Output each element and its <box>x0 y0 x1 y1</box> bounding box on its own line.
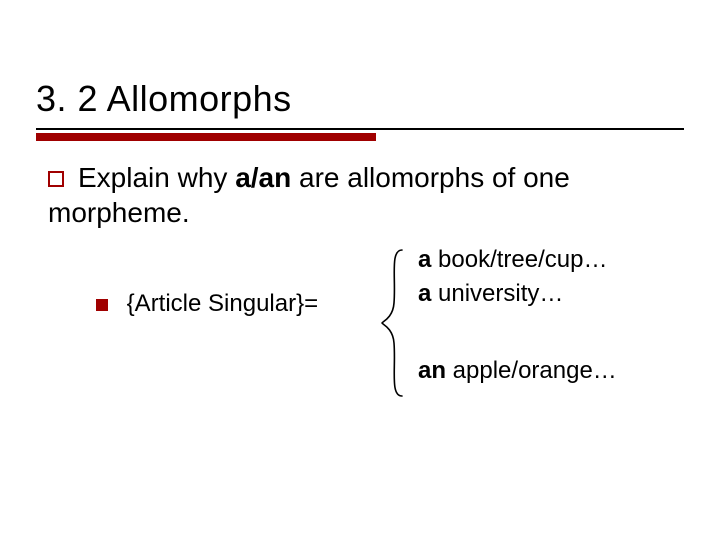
slide: 3. 2 Allomorphs Explain why a/an are all… <box>0 0 720 540</box>
example-row: a university… <box>418 278 617 310</box>
example-bold: a <box>418 246 431 273</box>
examples-block: a book/tree/cup… a university… an apple/… <box>418 244 617 387</box>
level1-bold: a/an <box>235 162 291 193</box>
example-bold: a <box>418 280 431 307</box>
example-rest: apple/orange… <box>446 357 617 384</box>
filled-square-icon <box>96 299 108 311</box>
example-row: an apple/orange… <box>418 355 617 387</box>
bullet-level2: {Article Singular}= <box>96 290 318 318</box>
slide-title-wrap: 3. 2 Allomorphs <box>36 78 292 120</box>
title-accent-bar <box>36 133 376 141</box>
slide-title: 3. 2 Allomorphs <box>36 78 292 119</box>
open-square-icon <box>48 171 64 187</box>
example-rest: book/tree/cup… <box>431 246 607 273</box>
example-bold: an <box>418 357 446 384</box>
level2-text: {Article Singular}= <box>120 290 318 317</box>
example-rest: university… <box>431 280 563 307</box>
bullet-level1: Explain why a/an are allomorphs of one m… <box>48 160 668 230</box>
example-row: a book/tree/cup… <box>418 244 617 276</box>
left-brace-icon <box>380 248 406 398</box>
title-underline <box>36 128 684 130</box>
level1-pre: Explain why <box>78 162 235 193</box>
level1-text: Explain why a/an are allomorphs of one m… <box>48 162 570 228</box>
